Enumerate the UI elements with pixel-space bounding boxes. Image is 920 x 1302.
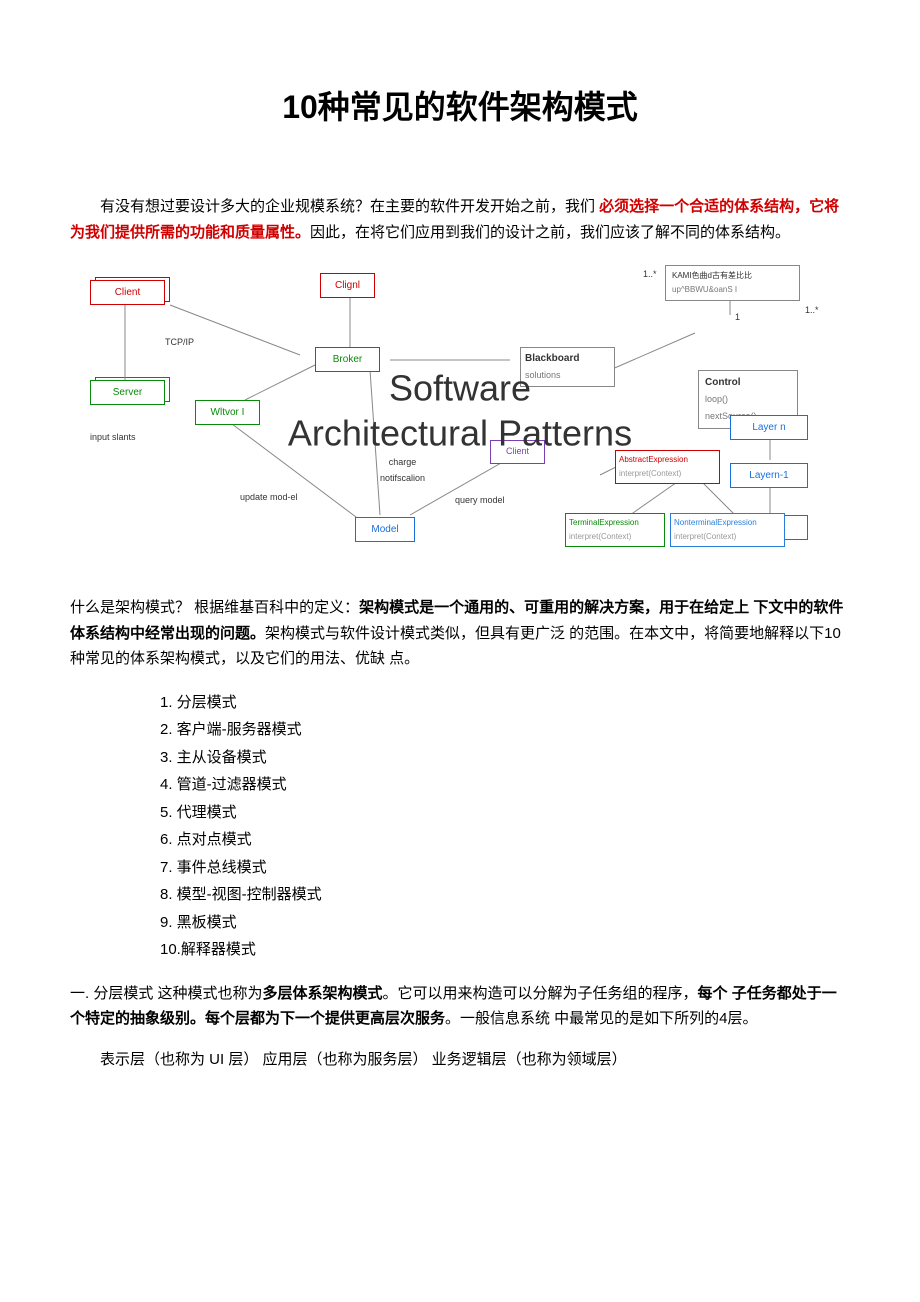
list-item: 3. 主从设备模式 [160,745,850,771]
list-item: 1. 分层模式 [160,690,850,716]
intro-text-b: 因此，在将它们应用到我们的设计之前，我们应该了解不同的体系结构。 [310,224,790,241]
diagram-label-1star-a: 1..* [643,267,657,282]
list-item: 7. 事件总线模式 [160,855,850,881]
sec1-c: 。一般信息系统 中最常见的是如下所列的4层。 [445,1010,758,1027]
diagram-box-kami: KAMI色曲d古有差比比 up^BBWU&oanS I [665,265,800,300]
diagram-kami-title: KAMI色曲d古有差比比 [672,271,752,280]
list-item: 2. 客户端-服务器模式 [160,717,850,743]
page-title: 10种常见的软件架构模式 [70,80,850,134]
diagram-blackboard-title: Blackboard [525,353,579,364]
diagram-nonterm-t: NonterminalExpression [674,518,757,527]
diagram-box-broker: Broker [315,347,380,372]
diagram-control-title: Control [705,377,741,388]
section-1: 一. 分层模式 这种模式也称为多层体系架构模式。它可以用来构造可以分解为子任务组… [70,981,850,1032]
diagram-box-server: Server [90,380,165,405]
diagram-box-client: Client [90,280,165,305]
diagram-blackboard-sub: solutions [525,370,561,380]
sec1-a: 一. 分层模式 这种模式也称为 [70,985,263,1002]
diagram-label-query: query model [455,493,505,508]
diagram-label-charge: charge notifscalion [380,455,425,486]
list-item: 8. 模型-视图-控制器模式 [160,882,850,908]
diagram-box-client2: Clignl [320,273,375,298]
diagram-box-layern: Layer n [730,415,808,440]
diagram-box-layern1: Layern-1 [730,463,808,488]
diagram-box-terminal: TerminalExpression interpret(Context) [565,513,665,546]
diagram-box-model: Model [355,517,415,542]
list-item: 9. 黑板模式 [160,910,850,936]
diagram-overlay-l2: Architectural Patterns [288,413,632,454]
intro-paragraph: 有没有想过要设计多大的企业规模系统？在主要的软件开发开始之前，我们 必须选择一个… [70,194,850,245]
diagram-abstract-s: interpret(Context) [619,469,681,478]
diagram-kami-sub: up^BBWU&oanS I [672,285,737,294]
sec1-bold1: 多层体系架构模式 [263,985,383,1002]
diagram-terminal-t: TerminalExpression [569,518,639,527]
diagram-label-1star-b: 1..* [805,303,819,318]
diagram-label-1: 1 [735,310,740,325]
diagram-box-blackboard: Blackboard solutions [520,347,615,387]
diagram-terminal-s: interpret(Context) [569,532,631,541]
diagram-label-tcpip: TCP/IP [165,335,194,350]
def-q: 什么是架构模式？ 根据维基百科中的定义： [70,599,359,616]
diagram-box-client3: Client [490,440,545,463]
diagram-label-update: update mod-el [240,490,298,505]
diagram-box-abstract: AbstractExpression interpret(Context) [615,450,720,483]
definition-paragraph: 什么是架构模式？ 根据维基百科中的定义：架构模式是一个通用的、可重用的解决方案，… [70,595,850,672]
sec1-b: 。它可以用来构造可以分解为子任务组的程序， [383,985,698,1002]
list-item: 6. 点对点模式 [160,827,850,853]
list-item: 5. 代理模式 [160,800,850,826]
list-item: 4. 管道-过滤器模式 [160,772,850,798]
diagram-box-witvor: Wltvor I [195,400,260,425]
diagram-label-input: input slants [90,430,136,445]
list-item: 10.解释器模式 [160,937,850,963]
intro-text-a: 有没有想过要设计多大的企业规模系统？在主要的软件开发开始之前，我们 [100,198,599,215]
section-1-layers: 表示层（也称为 UI 层） 应用层（也称为服务层） 业务逻辑层（也称为领域层） [100,1047,850,1073]
diagram-overlay-l1: Software [389,368,531,409]
diagram-box-nonterminal: NonterminalExpression interpret(Context) [670,513,785,546]
architecture-diagram: Client Server TCP/IP Clignl Broker Wltvo… [70,255,850,575]
patterns-list: 1. 分层模式 2. 客户端-服务器模式 3. 主从设备模式 4. 管道-过滤器… [160,690,850,963]
diagram-nonterm-s: interpret(Context) [674,532,736,541]
diagram-abstract-t: AbstractExpression [619,455,688,464]
